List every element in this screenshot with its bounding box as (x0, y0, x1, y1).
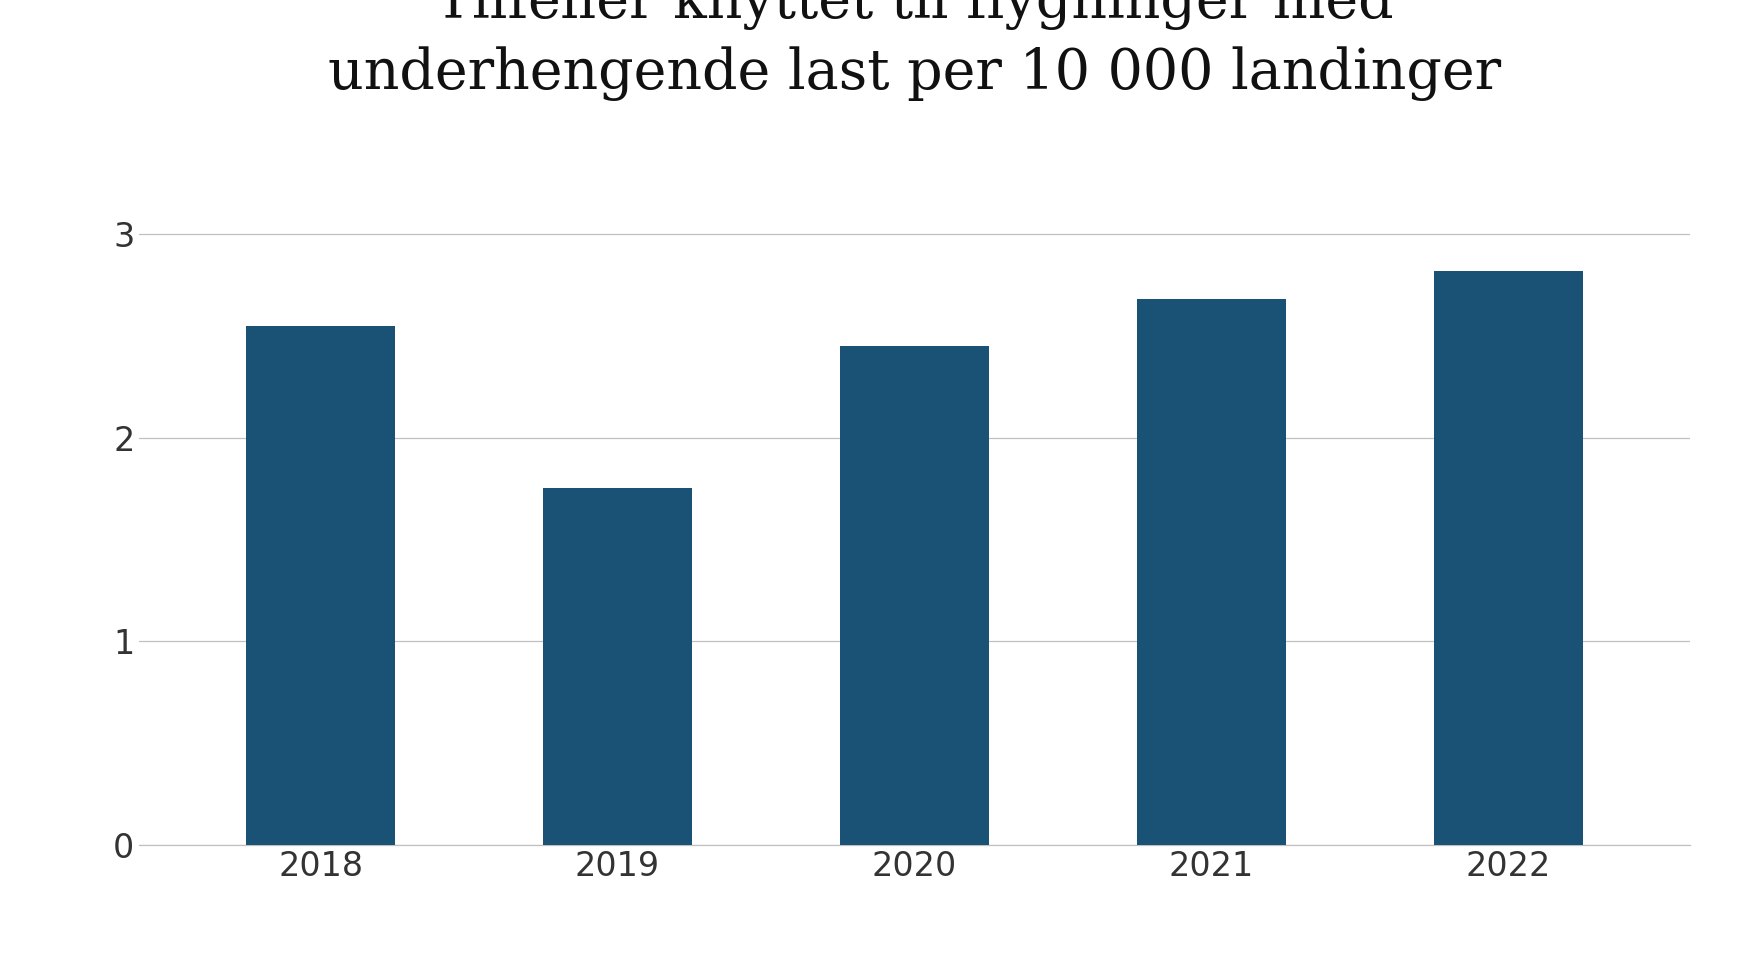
Title: Tilfeller knyttet til flygninger med
underhengende last per 10 000 landinger: Tilfeller knyttet til flygninger med und… (327, 0, 1502, 102)
Bar (1138, 300, 1286, 845)
Bar (840, 346, 989, 845)
Bar (246, 325, 395, 845)
Bar (1434, 271, 1583, 845)
Bar (544, 489, 692, 845)
